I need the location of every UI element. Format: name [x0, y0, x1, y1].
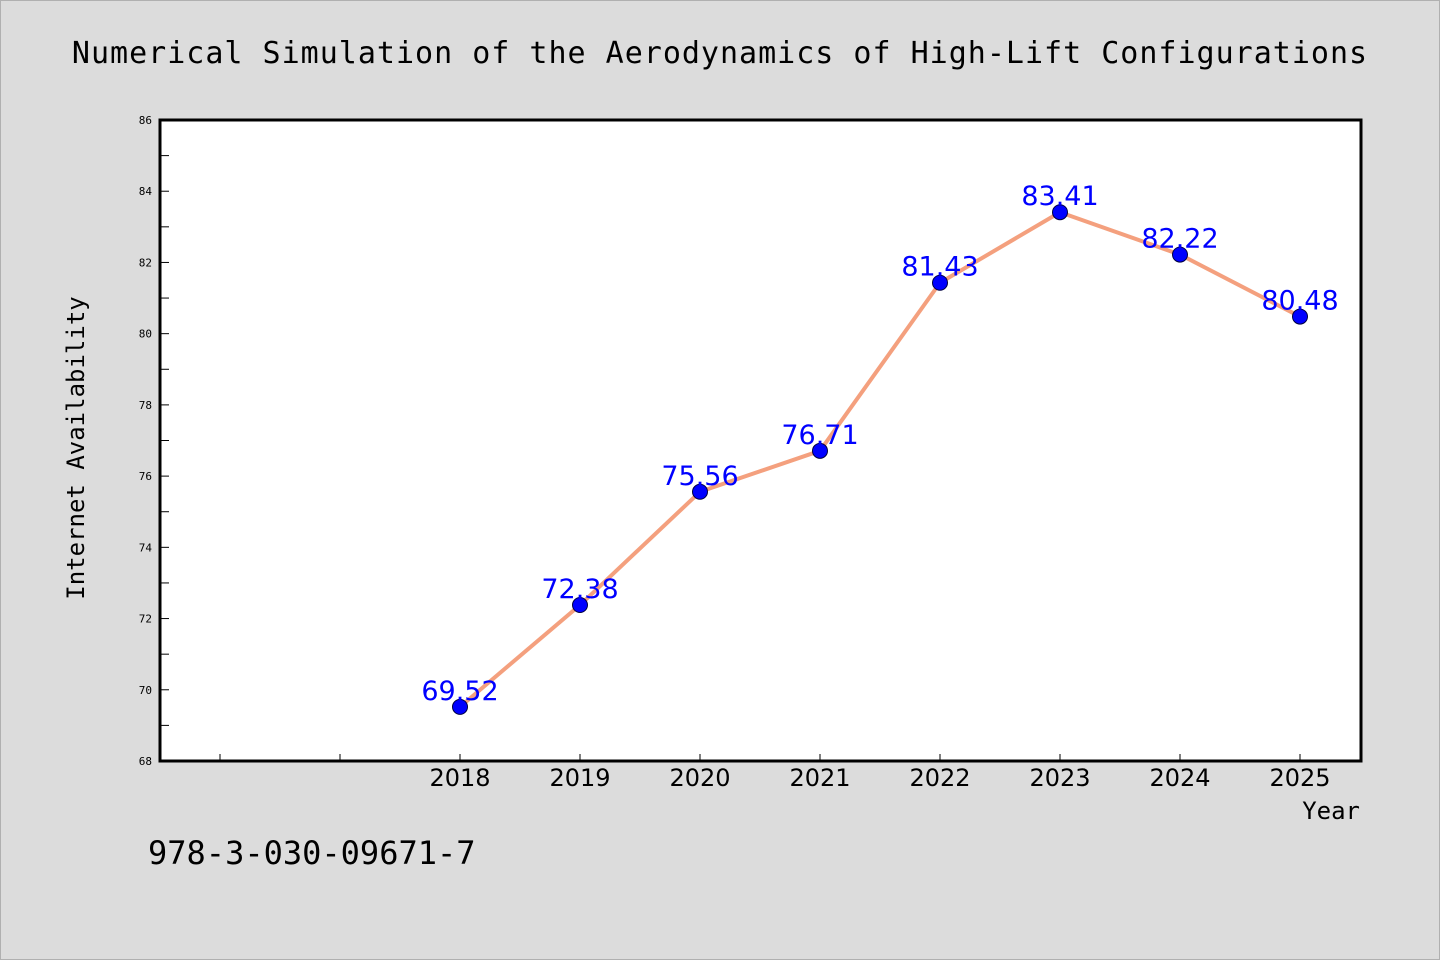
chart-title: Numerical Simulation of the Aerodynamics… — [72, 36, 1368, 71]
data-value-label: 83.41 — [1021, 181, 1098, 212]
y-axis-ticks: 68 70 72 74 76 78 80 82 84 86 — [139, 114, 169, 768]
data-point — [1292, 308, 1308, 325]
y-tick-label: 86 — [139, 114, 152, 127]
isbn-text: 978-3-030-09671-7 — [148, 834, 476, 872]
x-tick-label: 2019 — [549, 764, 610, 792]
y-tick-label: 72 — [139, 613, 152, 626]
x-tick-label: 2024 — [1149, 764, 1210, 792]
x-tick-label: 2023 — [1029, 764, 1090, 792]
data-point — [572, 597, 588, 614]
y-tick-label: 68 — [139, 755, 152, 768]
data-value-label: 81.43 — [901, 252, 978, 283]
data-label-group: 69.52 72.38 75.56 76.71 81.43 83.41 82.22 80.48 — [421, 181, 1338, 707]
y-axis-label: Internet Availability — [62, 296, 90, 599]
series-line — [458, 210, 1301, 709]
y-tick-label: 76 — [139, 470, 152, 483]
x-axis-label: Year — [1302, 797, 1360, 825]
y-tick-label: 70 — [139, 684, 152, 697]
data-point — [692, 483, 708, 500]
data-point — [1052, 204, 1068, 221]
x-tick-label: 2022 — [909, 764, 970, 792]
data-value-label: 76.71 — [781, 420, 858, 451]
x-tick-label: 2025 — [1269, 764, 1330, 792]
series-line-group — [452, 204, 1308, 715]
y-tick-label: 74 — [139, 541, 153, 554]
data-value-label: 69.52 — [421, 676, 498, 707]
x-tick-label: 2021 — [789, 764, 850, 792]
x-tick-label: 2020 — [669, 764, 730, 792]
data-value-label: 80.48 — [1261, 286, 1338, 317]
x-tick-label: 2018 — [429, 764, 490, 792]
data-value-label: 75.56 — [661, 461, 738, 492]
data-point — [932, 274, 948, 291]
plot-area — [158, 118, 1363, 763]
x-axis-ticks: 2018 2019 2020 2021 2022 2023 2024 2025 — [219, 754, 1331, 792]
y-tick-label: 84 — [139, 185, 153, 198]
data-point — [812, 442, 828, 459]
data-point — [452, 698, 468, 715]
y-tick-label: 82 — [139, 256, 152, 269]
y-tick-label: 78 — [139, 399, 152, 412]
data-point — [1172, 246, 1188, 263]
y-tick-label: 80 — [139, 328, 152, 341]
data-value-label: 72.38 — [541, 574, 618, 605]
data-value-label: 82.22 — [1141, 224, 1218, 255]
